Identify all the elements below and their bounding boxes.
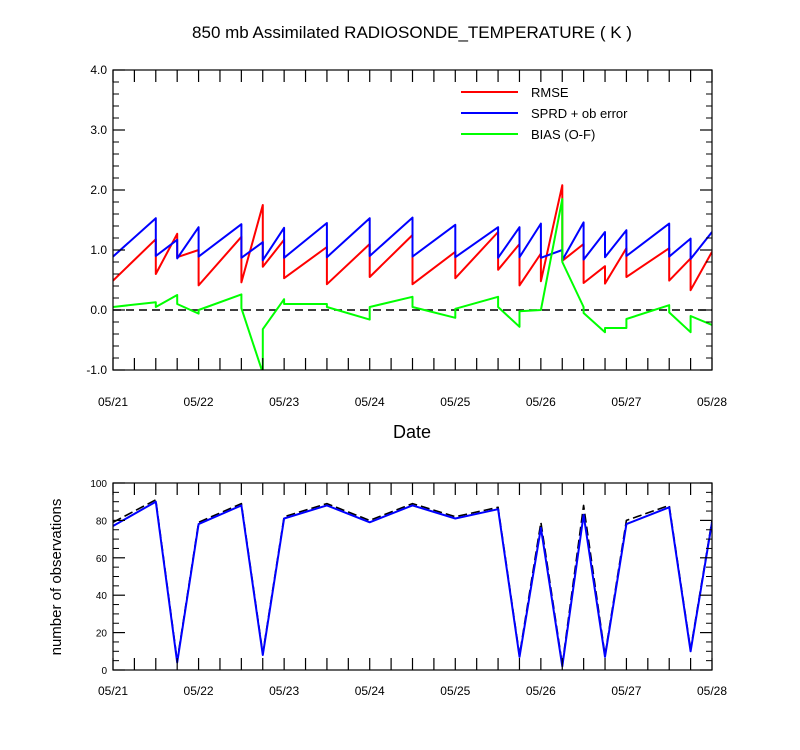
legend-label: SPRD + ob error [531,106,628,121]
top-y-tick-label: 4.0 [90,63,107,77]
bottom-y-tick-label: 80 [96,516,108,527]
chart-title: 850 mb Assimilated RADIOSONDE_TEMPERATUR… [192,23,632,42]
bottom-x-tick-label: 05/21 [98,684,128,698]
top-x-tick-label: 05/22 [184,395,214,409]
top-series-bias-o-f [113,198,712,370]
bottom-y-tick-label: 0 [101,666,107,677]
top-x-axis-label: Date [393,422,431,442]
top-panel: 05/21 05/22 05/23 05/24 05/25 05/26 05/27 05/28… [86,63,727,409]
bottom-x-tick-label: 05/23 [269,684,299,698]
bottom-series-possible [113,499,712,666]
legend: RMSE SPRD + ob error BIAS (O-F) [461,85,628,142]
legend-label: RMSE [531,85,569,100]
top-series-sprd-ob-error [113,216,712,262]
top-x-tick-label: 05/28 [697,395,727,409]
bottom-x-tick-label: 05/22 [184,684,214,698]
top-x-tick-label: 05/21 [98,395,128,409]
top-y-tick-label: 0.0 [90,303,107,317]
top-y-tick-label: 1.0 [90,243,107,257]
top-x-tick-label: 05/27 [611,395,641,409]
bottom-y-tick-label: 20 [96,629,108,640]
top-y-tick-label: 3.0 [90,123,107,137]
bottom-series-used [113,500,712,668]
bottom-x-tick-label: 05/26 [526,684,556,698]
bottom-x-tick-label: 05/27 [611,684,641,698]
top-x-tick-label: 05/26 [526,395,556,409]
top-y-tick-label: -1.0 [86,363,107,377]
bottom-y-axis-label: number of observations [48,499,65,656]
top-x-tick-label: 05/24 [355,395,385,409]
bottom-panel: 05/21 05/22 05/23 05/24 05/25 05/26 05/27 05/28… [90,479,727,698]
bottom-y-tick-label: 60 [96,554,108,565]
legend-label: BIAS (O-F) [531,127,595,142]
top-x-tick-label: 05/25 [440,395,470,409]
bottom-x-tick-label: 05/28 [697,684,727,698]
top-x-tick-label: 05/23 [269,395,299,409]
bottom-x-tick-label: 05/24 [355,684,385,698]
top-y-tick-label: 2.0 [90,183,107,197]
bottom-y-tick-label: 100 [90,479,107,490]
bottom-y-tick-label: 40 [96,591,108,602]
top-series-rmse [113,184,712,292]
bottom-x-tick-label: 05/25 [440,684,470,698]
